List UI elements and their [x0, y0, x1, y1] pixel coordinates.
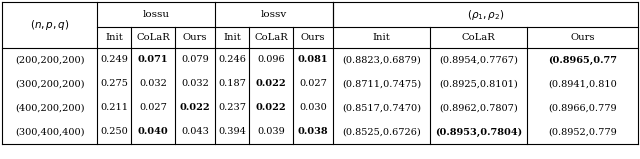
Text: (0.8966,0.779: (0.8966,0.779: [548, 104, 617, 113]
Text: (400,200,200): (400,200,200): [15, 104, 84, 113]
Text: (300,200,200): (300,200,200): [15, 80, 84, 89]
Text: (0.8954,0.7767): (0.8954,0.7767): [439, 55, 518, 65]
Text: Init: Init: [105, 33, 123, 42]
Text: CoLaR: CoLaR: [136, 33, 170, 42]
Text: 0.027: 0.027: [299, 80, 327, 89]
Text: 0.211: 0.211: [100, 104, 128, 113]
Text: (0.8823,0.6879): (0.8823,0.6879): [342, 55, 421, 65]
Text: CoLaR: CoLaR: [254, 33, 288, 42]
Text: 0.040: 0.040: [138, 128, 168, 136]
Text: 0.079: 0.079: [181, 55, 209, 65]
Text: 0.022: 0.022: [256, 80, 286, 89]
Text: (0.8941,0.810: (0.8941,0.810: [548, 80, 617, 89]
Text: Init: Init: [372, 33, 390, 42]
Text: Ours: Ours: [570, 33, 595, 42]
Text: (0.8925,0.8101): (0.8925,0.8101): [439, 80, 518, 89]
Text: (0.8517,0.7470): (0.8517,0.7470): [342, 104, 421, 113]
Text: 0.022: 0.022: [180, 104, 211, 113]
Text: $(\rho_1, \rho_2)$: $(\rho_1, \rho_2)$: [467, 7, 504, 21]
Text: 0.237: 0.237: [218, 104, 246, 113]
Text: Init: Init: [223, 33, 241, 42]
Text: CoLaR: CoLaR: [461, 33, 495, 42]
Text: 0.038: 0.038: [298, 128, 328, 136]
Text: 0.032: 0.032: [139, 80, 167, 89]
Text: $(n, p, q)$: $(n, p, q)$: [29, 18, 69, 32]
Text: lossv: lossv: [261, 10, 287, 19]
Text: 0.071: 0.071: [138, 55, 168, 65]
Text: (200,200,200): (200,200,200): [15, 55, 84, 65]
Text: 0.027: 0.027: [139, 104, 167, 113]
Text: Ours: Ours: [301, 33, 325, 42]
Text: 0.096: 0.096: [257, 55, 285, 65]
Text: (300,400,400): (300,400,400): [15, 128, 84, 136]
Text: 0.081: 0.081: [298, 55, 328, 65]
Text: (0.8952,0.779: (0.8952,0.779: [548, 128, 617, 136]
Text: Ours: Ours: [183, 33, 207, 42]
Text: (0.8711,0.7475): (0.8711,0.7475): [342, 80, 421, 89]
Text: (0.8953,0.7804): (0.8953,0.7804): [435, 127, 522, 137]
Text: 0.246: 0.246: [218, 55, 246, 65]
Text: 0.032: 0.032: [181, 80, 209, 89]
Text: 0.250: 0.250: [100, 128, 128, 136]
Text: (0.8525,0.6726): (0.8525,0.6726): [342, 128, 421, 136]
Text: 0.249: 0.249: [100, 55, 128, 65]
Text: 0.030: 0.030: [299, 104, 327, 113]
Text: 0.394: 0.394: [218, 128, 246, 136]
Text: 0.043: 0.043: [181, 128, 209, 136]
Text: 0.022: 0.022: [256, 104, 286, 113]
Text: (0.8965,0.77: (0.8965,0.77: [548, 55, 617, 65]
Text: 0.187: 0.187: [218, 80, 246, 89]
Text: 0.039: 0.039: [257, 128, 285, 136]
Text: 0.275: 0.275: [100, 80, 128, 89]
Text: lossu: lossu: [143, 10, 170, 19]
Text: (0.8962,0.7807): (0.8962,0.7807): [439, 104, 518, 113]
